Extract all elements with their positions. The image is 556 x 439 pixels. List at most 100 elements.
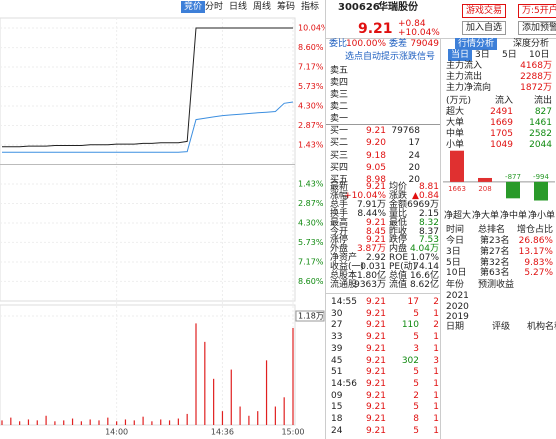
tick-volume: 5 (413, 402, 419, 413)
tab[interactable]: 周线 (253, 2, 272, 12)
label: 100.00% (345, 39, 386, 49)
divider (326, 293, 440, 294)
label: 委比 (329, 39, 348, 49)
tab[interactable]: 筹码 (277, 2, 296, 12)
stat-label: 换手 (330, 208, 349, 219)
stat-value: 9.21 (365, 182, 386, 192)
net-flow-label: -994 (533, 173, 549, 181)
net-flow-label: 1663 (448, 185, 466, 193)
bid-price: 9.05 (365, 162, 386, 173)
tab[interactable]: 行情分析 (455, 38, 498, 50)
y-tick-label: 7.17% (298, 63, 324, 72)
signal-link[interactable]: 选点自动提示涨跌信号 (345, 52, 436, 62)
y-tick-label: 7.17% (298, 257, 324, 266)
bid-volume: 24 (408, 150, 420, 161)
label: 79049 (410, 39, 439, 49)
rank-period: 5日 (446, 257, 461, 268)
price-line (2, 27, 293, 148)
net-flow-category: 净超大 (444, 211, 472, 221)
tick-price: 9.21 (365, 390, 386, 401)
period-tab[interactable]: 5日 (502, 50, 517, 60)
bid-price: 9.20 (365, 138, 386, 149)
x-tick-label: 14:36 (211, 428, 234, 437)
y-tick-label: 1.43% (298, 141, 324, 150)
tick-price: 9.21 (365, 367, 386, 378)
tick-time: 45 (331, 355, 343, 366)
volume-bar (98, 420, 100, 425)
price-line (2, 101, 294, 153)
stock-name: 华瑞股份 (378, 2, 418, 13)
volume-bar (257, 411, 259, 425)
flow-value: 4168万 (520, 61, 552, 71)
volume-bar (116, 421, 118, 425)
volume-bar (1, 420, 3, 425)
outflow: 2582 (529, 129, 552, 139)
tab[interactable]: 分时 (205, 2, 224, 12)
flow-label: 超大 (446, 107, 465, 117)
tick-count: 1 (433, 425, 439, 436)
divider (325, 0, 326, 439)
stat-label: 内盘 (389, 244, 408, 255)
period-tab[interactable]: 10日 (529, 50, 550, 60)
tick-volume: 17 (407, 297, 419, 307)
volume-bar (124, 419, 127, 425)
volume-bar (89, 419, 91, 425)
stat-value: 4.04万 (409, 244, 439, 255)
button[interactable]: 万:5开户 (518, 4, 556, 18)
tick-count: 2 (433, 297, 439, 307)
y-tick-label: 4.30% (298, 218, 324, 227)
stat-label: 流通股 (330, 279, 358, 290)
tab[interactable]: 日线 (229, 2, 248, 12)
col-header: 增仓占比 (516, 225, 553, 235)
net-flow-label: 208 (478, 185, 491, 193)
flow-value: 1872万 (520, 83, 552, 93)
button[interactable]: 添加预警 (518, 21, 556, 35)
bid-volume: 79768 (391, 126, 420, 136)
tab[interactable]: 深度分析 (513, 39, 550, 49)
flow-label: 主力净流向 (446, 83, 492, 93)
y-tick-label: 5.73% (298, 82, 324, 91)
stat-value: 2.92 (365, 253, 386, 264)
stat-value: 9.21 (365, 217, 386, 228)
tick-time: 27 (331, 320, 343, 331)
net-flow-category: 净大单 (472, 211, 500, 221)
volume-bar (239, 406, 241, 425)
tick-count: 3 (433, 355, 439, 366)
volume-pane (0, 304, 296, 426)
bid-price: 8.98 (365, 175, 386, 186)
bid-label: 买二 (330, 138, 349, 149)
outflow: 2044 (529, 140, 552, 150)
y-tick-label: 2.87% (298, 121, 324, 130)
button[interactable]: 加入自选 (462, 21, 507, 35)
button[interactable]: 游戏交易 (462, 4, 507, 18)
stat-label: 总手 (330, 199, 349, 210)
inflow: 1705 (490, 129, 513, 139)
rank-pct: 9.83% (524, 257, 553, 268)
tick-count: 2 (433, 320, 439, 331)
period-tab[interactable]: 当日 (448, 49, 473, 61)
volume-bar (133, 420, 135, 425)
rank-pct: 5.27% (524, 268, 553, 279)
stat-value: 74.14 (413, 262, 439, 273)
volume-tick-box (295, 310, 325, 322)
tick-time: 09 (331, 390, 343, 401)
rank-pct: 13.17% (518, 246, 553, 257)
tick-time: 30 (331, 308, 343, 319)
tab[interactable]: 竞价 (181, 1, 206, 13)
divider (326, 124, 440, 125)
bid-label: 买五 (330, 175, 349, 186)
stat-value: 8.37 (418, 226, 439, 237)
tick-time: 39 (331, 343, 343, 354)
net-flow-bar (478, 177, 492, 182)
volume-bar (63, 420, 65, 425)
price-pane (0, 17, 296, 302)
tab[interactable]: 指标 (301, 2, 320, 12)
tick-count: 1 (433, 308, 439, 319)
tick-volume: 2 (413, 390, 419, 401)
tick-count: 1 (433, 378, 439, 389)
stat-value: ▲0.84 (412, 190, 439, 201)
stat-label: 最新 (330, 182, 349, 192)
period-tab[interactable]: 3日 (475, 50, 490, 60)
net-flow-label: -877 (505, 173, 521, 181)
